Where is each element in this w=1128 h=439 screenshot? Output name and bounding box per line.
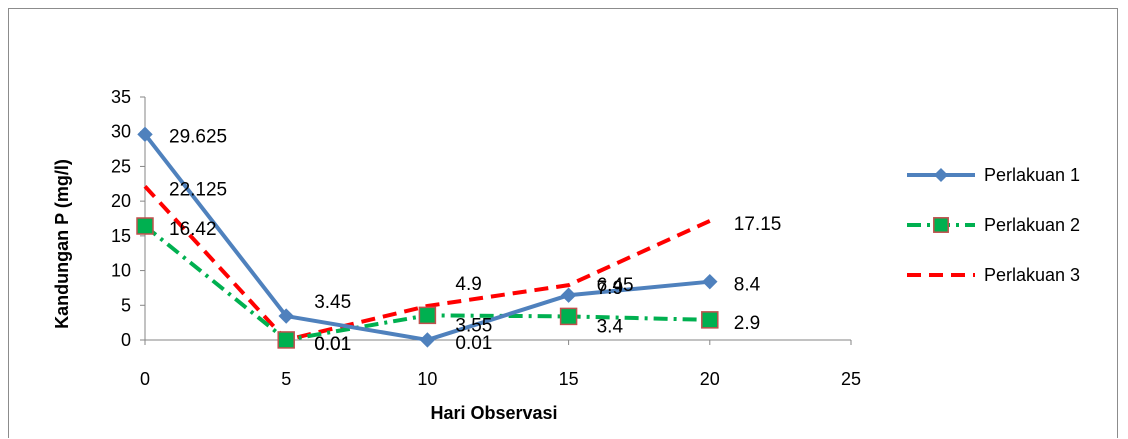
data-label-s2: 3.4 [597, 316, 624, 337]
x-tick-label: 20 [700, 369, 720, 389]
legend-label-3: Perlakuan 3 [984, 265, 1080, 285]
chart-frame: 0 5 10 15 20 25 30 35 0 5 10 15 20 25 29.625 3.45 0.01 6… [8, 8, 1118, 438]
series-layer [136, 126, 719, 349]
legend-label-1: Perlakuan 1 [984, 165, 1080, 185]
legend-marker-1 [933, 167, 949, 183]
data-point-s1 [137, 126, 153, 143]
y-axis-title: Kandungan P (mg/l) [52, 159, 72, 329]
x-tick-label: 15 [559, 369, 579, 389]
data-point-s1 [419, 332, 436, 348]
data-label-s2: 2.9 [734, 313, 760, 334]
y-tick-label: 20 [111, 191, 131, 211]
data-label-s3: 17.15 [734, 214, 782, 235]
x-tick-label: 25 [841, 369, 861, 389]
data-point-s2 [418, 306, 437, 325]
data-point-s2 [701, 311, 719, 329]
y-tick-label: 10 [111, 261, 131, 281]
x-tick-label: 10 [417, 369, 437, 389]
legend-marker-2 [933, 217, 949, 233]
x-axis-title: Hari Observasi [430, 403, 557, 423]
data-label-s1: 0.01 [455, 333, 492, 354]
data-label-s2: 0.01 [314, 334, 351, 355]
data-label-s3: 7.9 [597, 278, 623, 299]
data-label-s1: 6.45 [597, 275, 634, 296]
data-label-s3: 0.01 [314, 334, 351, 355]
data-label-s3: 4.9 [455, 274, 481, 295]
y-tick-label: 5 [121, 295, 131, 315]
axes: 0 5 10 15 20 25 30 35 0 5 10 15 20 25 [111, 87, 861, 389]
x-tick-label: 5 [281, 369, 291, 389]
y-tick-label: 15 [111, 226, 131, 246]
legend: Perlakuan 1 Perlakuan 2 Perlakuan 3 [907, 165, 1080, 285]
data-point-s1 [560, 287, 577, 303]
y-tick-label: 25 [111, 156, 131, 176]
data-label-s2: 3.55 [455, 315, 492, 336]
y-tick-label: 30 [111, 122, 131, 142]
data-label-s1: 8.4 [734, 275, 761, 296]
data-point-s2 [559, 307, 578, 326]
data-label-s1: 3.45 [314, 292, 351, 313]
data-point-s2 [277, 331, 295, 349]
series-line-3 [143, 185, 711, 342]
data-label-s2: 16.42 [169, 219, 217, 240]
data-label-s1: 29.625 [169, 126, 227, 147]
data-point-s2 [136, 217, 154, 235]
legend-label-2: Perlakuan 2 [984, 215, 1080, 235]
x-tick-label: 0 [140, 369, 150, 389]
y-tick-label: 35 [111, 87, 131, 107]
data-point-s1 [278, 308, 294, 324]
y-tick-label: 0 [121, 330, 131, 350]
line-chart: 0 5 10 15 20 25 30 35 0 5 10 15 20 25 29.625 3.45 0.01 6… [52, 87, 1080, 423]
data-label-s3: 22.125 [169, 179, 227, 200]
data-point-s1 [702, 273, 718, 290]
